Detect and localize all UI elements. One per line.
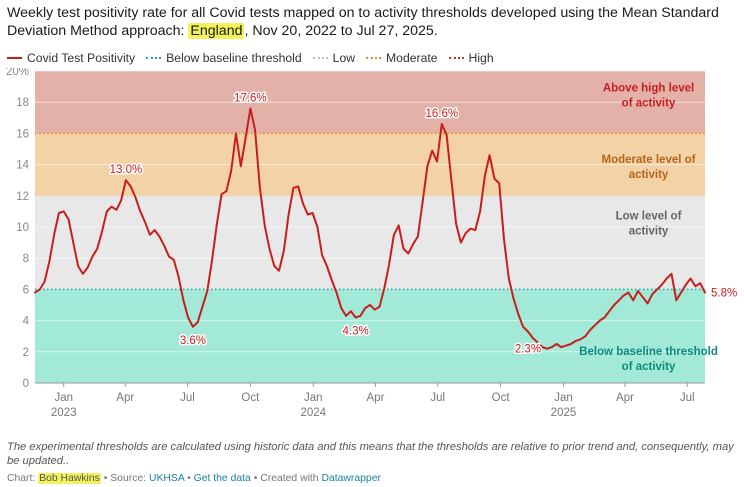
x-tick-label: Apr: [367, 392, 385, 404]
y-tick-label: 2: [23, 347, 29, 359]
y-tick-label: 12: [16, 191, 29, 203]
x-tick-year: 2024: [300, 407, 326, 419]
band-label-moderate-line2: activity: [629, 169, 669, 181]
footer-author: Bob Hawkins: [38, 473, 101, 484]
x-tick-label: Jul: [180, 392, 195, 404]
band-label-low-line2: activity: [629, 225, 669, 237]
y-tick-label: 8: [23, 253, 29, 265]
series-line-covid-test-positivity: [34, 107, 706, 350]
data-label: 5.8%: [711, 288, 737, 300]
x-tick-label: Jan: [554, 392, 573, 404]
y-tick-label: 16: [16, 128, 29, 140]
legend-swatch-high: [448, 57, 464, 59]
footer-created-label: • Created with: [253, 473, 319, 484]
footer-get-data-link[interactable]: Get the data: [193, 473, 251, 484]
legend-label-below: Below baseline threshold: [166, 51, 302, 65]
legend-swatch-low: [312, 57, 328, 59]
band-below: [35, 289, 705, 383]
legend-label-high: High: [468, 51, 494, 65]
y-tick-label: 20%: [6, 68, 29, 78]
chart-footer: Chart: Bob Hawkins • Source: UKHSA • Get…: [7, 473, 381, 484]
line-chart: 0 2 4 6 8 10 12 14 16 18 20% Jan 2023 Apr Jul Oct Jan 202…: [6, 68, 739, 419]
data-label: 2.3%: [515, 344, 541, 356]
title-part-2: , Nov 20, 2022 to Jul 27, 2025.: [244, 23, 438, 39]
data-label: 17.6%: [234, 92, 267, 104]
x-tick-label: Oct: [241, 392, 260, 404]
band-label-below-line2: of activity: [622, 361, 676, 373]
chart-notes: The experimental thresholds are calculat…: [7, 441, 734, 467]
footer-chart-label: Chart:: [7, 473, 36, 484]
band-label-high-line2: of activity: [622, 97, 676, 109]
y-tick-label: 10: [16, 222, 29, 234]
legend-item-moderate: Moderate: [366, 51, 438, 65]
legend-item-high: High: [448, 51, 494, 65]
x-tick-label: Oct: [492, 392, 511, 404]
band-label-below-line1: Below baseline threshold: [579, 346, 718, 358]
band-low: [35, 195, 705, 290]
data-label: 13.0%: [110, 164, 143, 176]
x-tick-label: Apr: [116, 392, 134, 404]
legend-swatch-series: [7, 57, 22, 59]
x-tick-label: Jul: [680, 392, 695, 404]
x-tick-label: Apr: [616, 392, 634, 404]
band-label-low-line1: Low level of: [616, 210, 682, 222]
x-tick-year: 2025: [551, 407, 577, 419]
x-tick-label: Jan: [304, 392, 323, 404]
legend-item-low: Low: [312, 51, 356, 65]
band-label-moderate-line1: Moderate level of: [602, 154, 696, 166]
y-tick-label: 18: [16, 97, 29, 109]
data-label: 16.6%: [425, 108, 458, 120]
legend-label-moderate: Moderate: [386, 51, 438, 65]
footer-datawrapper-link[interactable]: Datawrapper: [321, 473, 381, 484]
y-tick-label: 14: [16, 160, 29, 172]
footer-separator: •: [187, 473, 191, 484]
y-tick-label: 6: [23, 284, 29, 296]
data-label: 4.3%: [343, 325, 369, 337]
legend-item-series: Covid Test Positivity: [7, 51, 135, 65]
legend-swatch-below: [146, 57, 162, 59]
legend: Covid Test Positivity Below baseline thr…: [7, 50, 505, 66]
data-label: 3.6%: [180, 335, 206, 347]
x-tick-label: Jul: [430, 392, 445, 404]
legend-label-series: Covid Test Positivity: [27, 51, 136, 65]
legend-swatch-moderate: [366, 57, 382, 59]
footer-source-label: • Source:: [103, 473, 147, 484]
chart-title: Weekly test positivity rate for all Covi…: [7, 4, 739, 40]
title-highlight: England: [188, 23, 245, 39]
y-tick-label: 4: [23, 316, 30, 328]
x-tick-label: Jan: [54, 392, 73, 404]
footer-source-link[interactable]: UKHSA: [148, 473, 185, 484]
x-tick-year: 2023: [51, 407, 77, 419]
legend-item-below: Below baseline threshold: [146, 51, 302, 65]
title-part-1: Weekly test positivity rate for all Covi…: [7, 5, 719, 39]
y-tick-label: 0: [23, 378, 29, 390]
legend-label-low: Low: [332, 51, 356, 65]
band-label-high-line1: Above high level: [603, 82, 694, 94]
